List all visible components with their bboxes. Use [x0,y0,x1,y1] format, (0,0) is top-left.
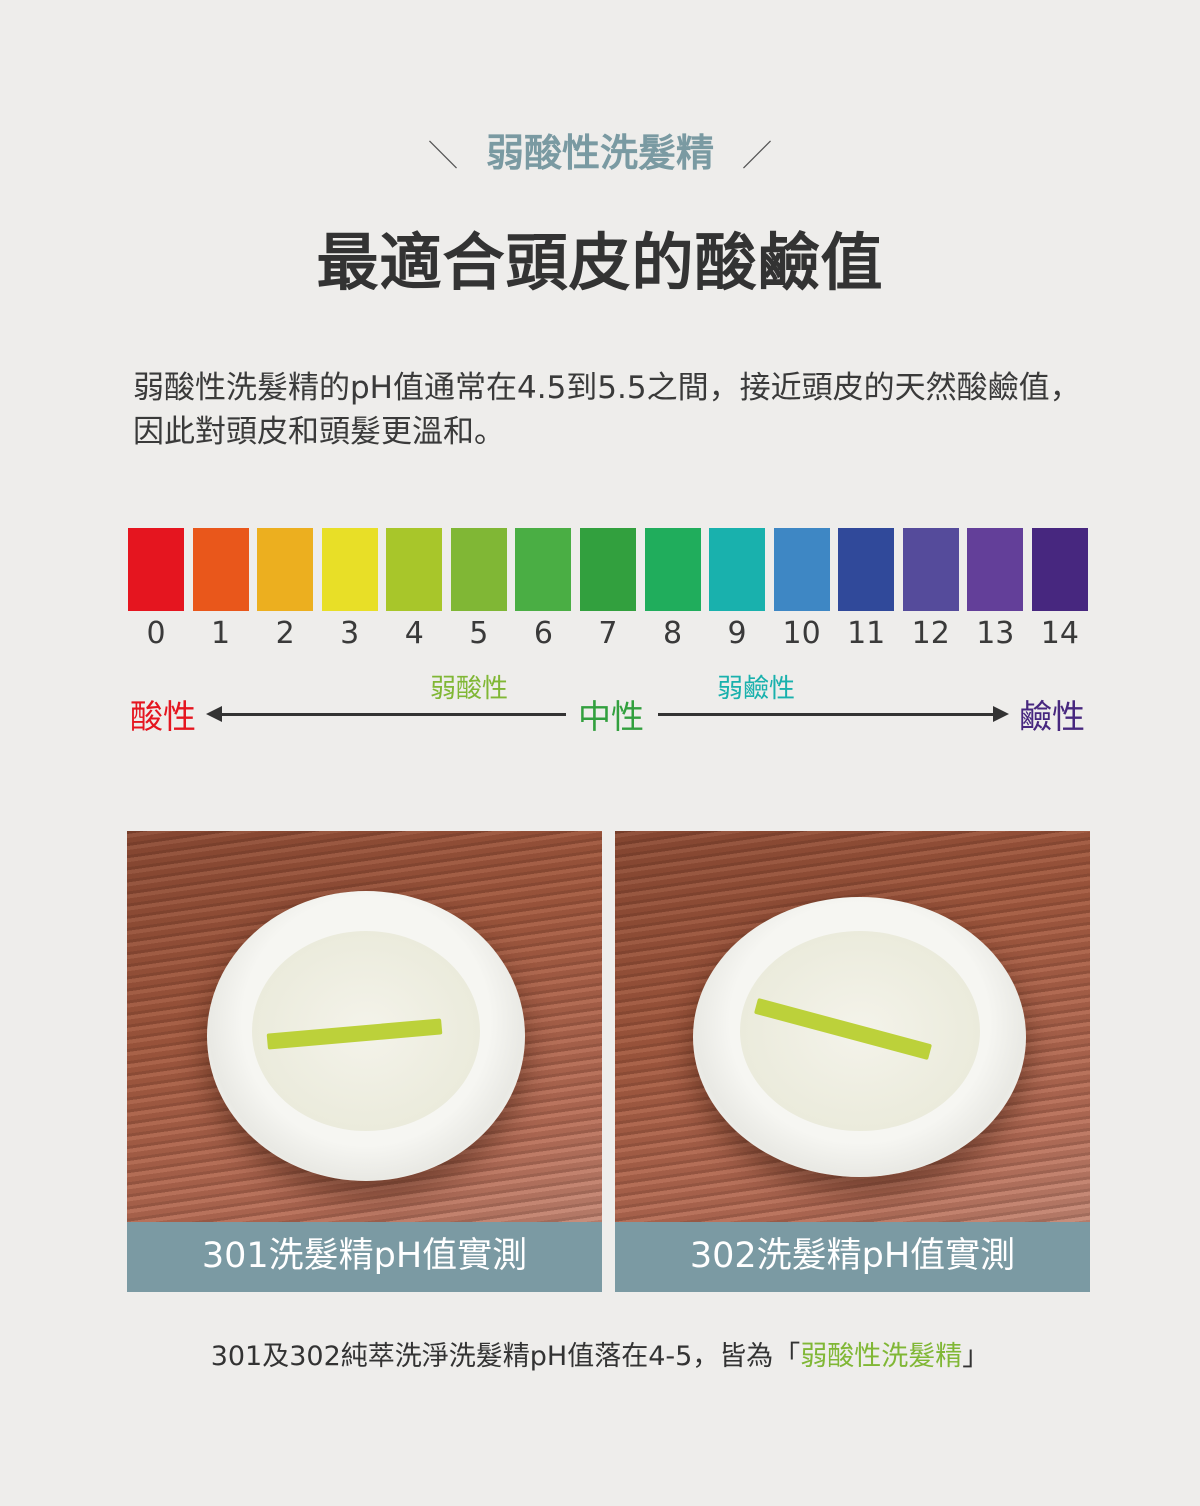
ph-number: 11 [847,616,886,651]
ph-bar-4 [386,528,443,611]
ph-bar-13 [967,528,1024,611]
footer-highlight: 弱酸性洗髮精 [800,1341,963,1372]
ph-number: 9 [727,616,747,651]
arrow-right-icon [993,706,1009,722]
ph-bar-1 [192,528,249,611]
label-weak-acid: 弱酸性 [430,674,509,704]
footer-text: 301及302純萃洗淨洗髮精pH值落在4-5，皆為「 [210,1341,801,1372]
label-neutral: 中性 [578,697,644,736]
photo-301: 301洗髮精pH值實測 [127,831,602,1292]
ph-number: 0 [146,616,166,651]
slash-right: ／ [742,139,772,174]
ph-color-scale [128,528,1088,611]
ph-bar-0 [128,528,184,611]
label-base: 鹼性 [1019,697,1085,736]
page-title: 最適合頭皮的酸鹼值 [316,226,884,299]
ph-bar-14 [1031,528,1088,611]
subtitle-text: 弱酸性洗髮精 [485,131,714,175]
ph-number-row: 0 1 2 3 4 5 6 7 8 9 10 11 12 13 14 [128,616,1088,651]
ph-bar-6 [515,528,572,611]
ph-number: 2 [275,616,295,651]
label-acid: 酸性 [130,697,196,736]
ph-number: 6 [533,616,553,651]
ph-number: 7 [598,616,618,651]
photo-caption: 302洗髮精pH值實測 [615,1222,1090,1292]
ph-number: 3 [340,616,360,651]
footer-note: 301及302純萃洗淨洗髮精pH值落在4-5，皆為「弱酸性洗髮精」 [0,1334,1200,1373]
ph-number: 14 [1040,616,1079,651]
intro-paragraph: 弱酸性洗髮精的pH值通常在4.5到5.5之間，接近頭皮的天然酸鹼值，因此對頭皮和… [133,370,1081,450]
ph-bar-8 [644,528,701,611]
ph-bar-12 [902,528,959,611]
ph-bar-5 [450,528,507,611]
photo-302: 302洗髮精pH值實測 [615,831,1090,1292]
ph-number: 8 [662,616,683,651]
ph-number: 5 [469,616,489,651]
slash-left: ＼ [427,139,458,174]
ph-bar-11 [838,528,895,611]
section-subtitle: ＼ 弱酸性洗髮精 ／ [0,122,1200,177]
arrow-left-icon [206,706,222,722]
ph-bar-7 [579,528,636,611]
ph-number: 10 [782,616,821,651]
ph-number: 13 [976,616,1015,651]
label-weak-base: 弱鹼性 [717,674,796,704]
ph-number: 1 [211,616,231,651]
ph-number: 12 [911,616,950,651]
arrow-line-left [220,713,566,716]
ph-bar-3 [321,528,378,611]
ph-bar-9 [709,528,766,611]
ph-bar-2 [257,528,314,611]
ph-bar-10 [773,528,830,611]
arrow-line-right [658,713,994,716]
photo-caption: 301洗髮精pH值實測 [127,1222,602,1292]
footer-text-end: 」 [962,1341,990,1372]
ph-number: 4 [404,616,424,651]
